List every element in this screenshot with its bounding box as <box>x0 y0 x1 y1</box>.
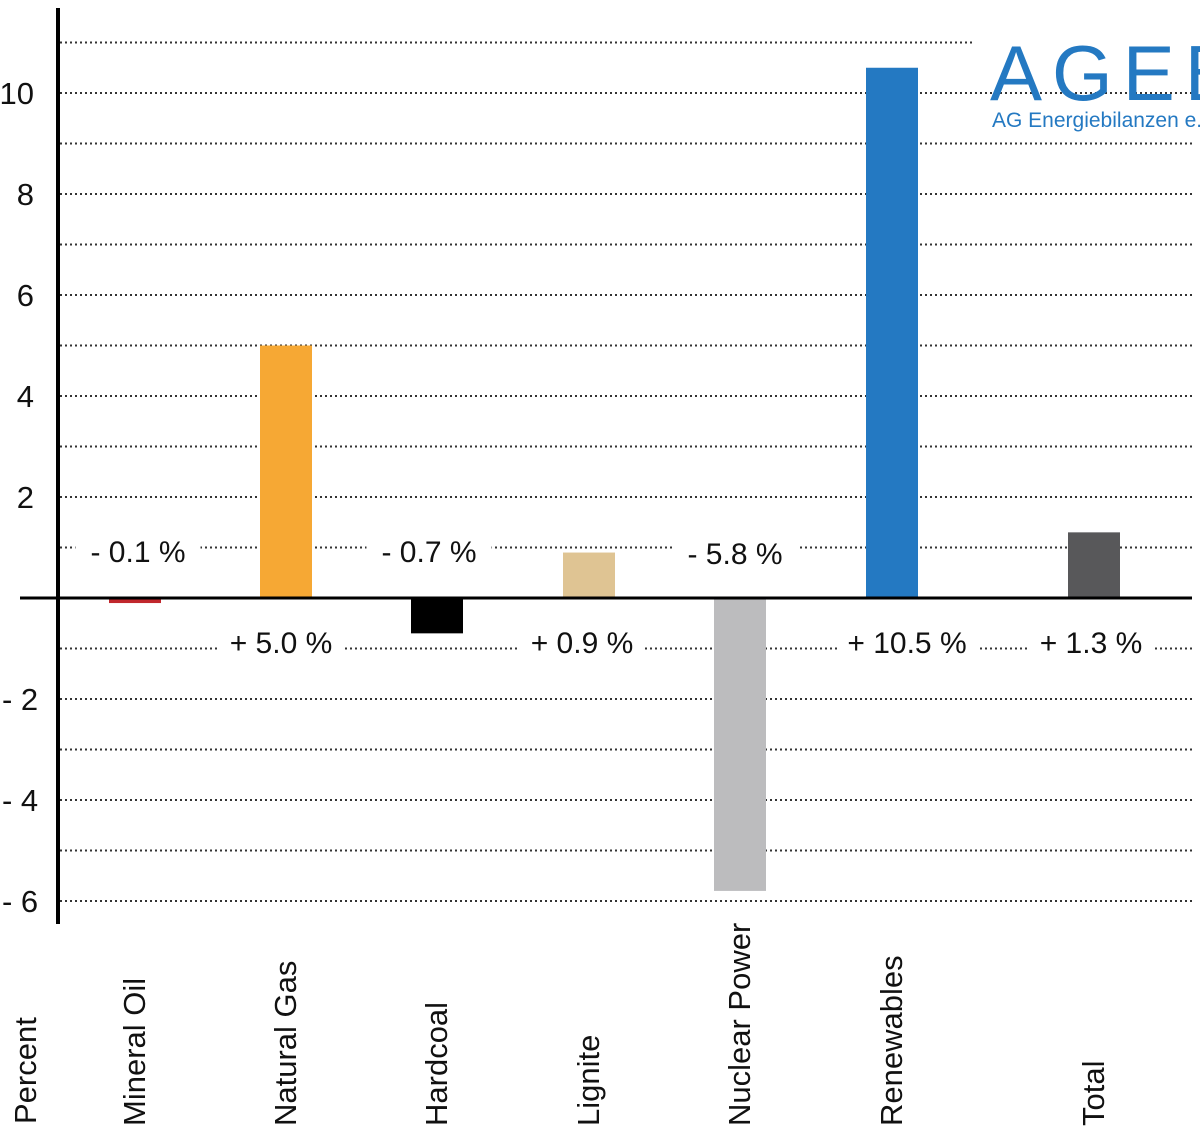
y-tick-label: 8 <box>17 177 34 212</box>
y-tick-label: - 6 <box>2 884 38 919</box>
category-label: Hardcoal <box>419 1002 454 1126</box>
y-tick-label: 2 <box>17 480 34 515</box>
category-label: Nuclear Power <box>722 923 757 1126</box>
data-label-bg <box>366 532 492 572</box>
y-axis-title: Percent <box>8 1017 43 1124</box>
category-label: Natural Gas <box>268 961 303 1126</box>
category-labels: Mineral Oil Natural Gas Hardcoal Lignite Nuc… <box>117 923 1111 1126</box>
bar <box>109 598 161 604</box>
bars <box>109 67 1120 891</box>
category-label: Total <box>1076 1061 1111 1126</box>
data-label-bg <box>1028 623 1154 663</box>
category-label: Renewables <box>874 955 909 1126</box>
axes <box>20 8 1192 924</box>
logo-subtitle: AG Energiebilanzen e.V. <box>992 109 1200 132</box>
y-tick-label: - 2 <box>2 682 38 717</box>
data-label: - 0.1 % <box>90 536 185 569</box>
data-label-bg <box>519 623 645 663</box>
bar <box>1068 532 1120 598</box>
data-label: + 1.3 % <box>1040 627 1143 660</box>
data-label: + 10.5 % <box>847 627 966 660</box>
bar <box>714 598 766 891</box>
y-tick-label: 4 <box>17 379 34 414</box>
y-tick-label: 10 <box>0 76 34 111</box>
y-tick-label: - 4 <box>2 783 38 818</box>
data-labels: - 0.1 % + 5.0 % - 0.7 % + 0.9 % - 5.8 % + 10.… <box>75 532 1154 663</box>
logo-name: AGEB <box>990 29 1200 117</box>
data-label: - 0.7 % <box>381 536 476 569</box>
bar <box>411 598 463 634</box>
data-label-bg <box>672 534 798 574</box>
grid-lines <box>60 41 1192 902</box>
data-label-bg <box>837 623 977 663</box>
ageb-logo: AGEB AG Energiebilanzen e.V. <box>990 29 1200 132</box>
category-label: Lignite <box>571 1035 606 1126</box>
y-tick-label: 6 <box>17 278 34 313</box>
bar <box>260 345 312 598</box>
bar <box>866 67 918 598</box>
data-label: + 5.0 % <box>230 627 333 660</box>
y-tick-labels: 10 8 6 4 2 - 2 - 4 - 6 <box>0 76 38 919</box>
data-label-bg <box>75 532 201 572</box>
data-label: + 0.9 % <box>531 627 634 660</box>
bar <box>563 552 615 598</box>
data-label-bg <box>218 623 344 663</box>
data-label: - 5.8 % <box>687 538 782 571</box>
category-label: Mineral Oil <box>117 978 152 1126</box>
